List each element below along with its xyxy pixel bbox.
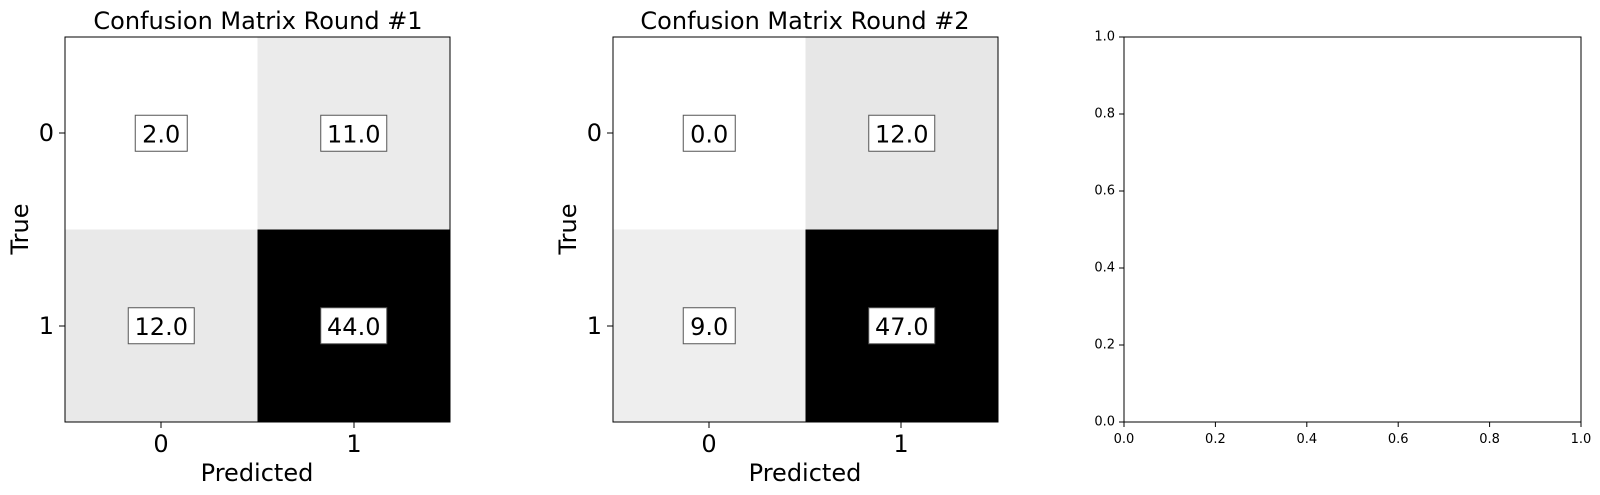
empty-axes-y-tick-5: 1.0 <box>1094 30 1115 45</box>
matrix-1-cell-value-1-0: 12.0 <box>135 313 188 341</box>
matrix-1-cell-label-box-1-1 <box>320 307 388 345</box>
matrix-1-x-tick-0: 0 <box>153 430 168 458</box>
matrix-2-cell-value-0-0: 0.0 <box>690 120 728 148</box>
empty-axes-y-tick-3: 0.6 <box>1094 184 1115 199</box>
matrix-2-cell-value-0-1: 12.0 <box>875 120 928 148</box>
empty-axes-x-tick-1: 0.2 <box>1205 432 1226 447</box>
matrix-1-cell-label-box-1-0 <box>127 307 195 345</box>
empty-axes-x-tick-2: 0.4 <box>1296 432 1317 447</box>
empty-axes-y-tick-1: 0.2 <box>1094 338 1115 353</box>
empty-axes-y-tick-4: 0.8 <box>1094 107 1115 122</box>
matrix-1-x-tick-1: 1 <box>346 430 361 458</box>
matrix-2-frame <box>612 36 999 423</box>
matrix-2-cell-value-1-0: 9.0 <box>690 313 728 341</box>
matrix-1-y-tick-1: 1 <box>39 312 54 340</box>
matrix-1-y-tick-0: 0 <box>39 119 54 147</box>
matrix-2-cell-label-box-0-0 <box>682 114 736 152</box>
empty-axes-y-ticks: 0.0 0.2 0.4 0.6 0.8 1.0 <box>1094 30 1124 430</box>
empty-axes-frame <box>1123 36 1582 423</box>
matrix-2-x-tick-1: 1 <box>893 430 908 458</box>
matrix-2-cell-value-1-1: 47.0 <box>875 313 928 341</box>
empty-axes-x-tick-4: 0.8 <box>1479 432 1500 447</box>
matrix-2-y-ticks: 0 1 <box>587 119 613 340</box>
matrix-1-cell-value-1-1: 44.0 <box>327 313 380 341</box>
matrix-1-y-axis-label: True <box>6 204 34 256</box>
matrix-1-cell-label-box-0-0 <box>134 114 188 152</box>
empty-axes-y-tick-0: 0.0 <box>1094 415 1115 430</box>
matrix-1-title: Confusion Matrix Round #1 <box>93 7 422 35</box>
matrix-2-cell-label-box-1-0 <box>682 307 736 345</box>
matrix-1-y-ticks: 0 1 <box>39 119 65 340</box>
matrix-1-cell-value-0-1: 11.0 <box>327 120 380 148</box>
empty-axes-x-tick-5: 1.0 <box>1571 432 1592 447</box>
matrix-1-frame <box>64 36 451 423</box>
empty-axes-x-tick-3: 0.6 <box>1388 432 1409 447</box>
matrix-2-x-axis-label: Predicted <box>749 459 862 487</box>
matrix-2-y-axis-label: True <box>554 204 582 256</box>
matrix-2-cells: 0.0 12.0 9.0 47.0 <box>613 37 998 422</box>
matrix-2-x-tick-0: 0 <box>701 430 716 458</box>
empty-axes: 0.0 0.2 0.4 0.6 0.8 1.0 0.0 0.2 0.4 0.6 0.8 1.0 <box>1094 30 1591 448</box>
empty-axes-x-ticks: 0.0 0.2 0.4 0.6 0.8 1.0 <box>1114 422 1592 447</box>
matrix-1-x-axis-label: Predicted <box>201 459 314 487</box>
confusion-matrix-2: Confusion Matrix Round #2 0.0 12.0 9.0 47.0… <box>554 7 999 487</box>
confusion-matrix-1: Confusion Matrix Round #1 2.0 11.0 12.0 44.… <box>6 7 451 487</box>
matrix-1-cells: 2.0 11.0 12.0 44.0 <box>65 37 450 422</box>
matrix-2-x-ticks: 0 1 <box>701 422 909 458</box>
empty-axes-x-tick-0: 0.0 <box>1114 432 1135 447</box>
matrix-2-y-tick-1: 1 <box>587 312 602 340</box>
matrix-1-cell-label-box-0-1 <box>320 114 388 152</box>
matrix-1-cell-value-0-0: 2.0 <box>142 120 180 148</box>
matrix-2-cell-label-box-1-1 <box>868 307 936 345</box>
matrix-2-title: Confusion Matrix Round #2 <box>640 7 969 35</box>
matrix-1-x-ticks: 0 1 <box>153 422 362 458</box>
matrix-2-y-tick-0: 0 <box>587 119 602 147</box>
empty-axes-y-tick-2: 0.4 <box>1094 261 1115 276</box>
matrix-2-cell-label-box-0-1 <box>868 114 936 152</box>
